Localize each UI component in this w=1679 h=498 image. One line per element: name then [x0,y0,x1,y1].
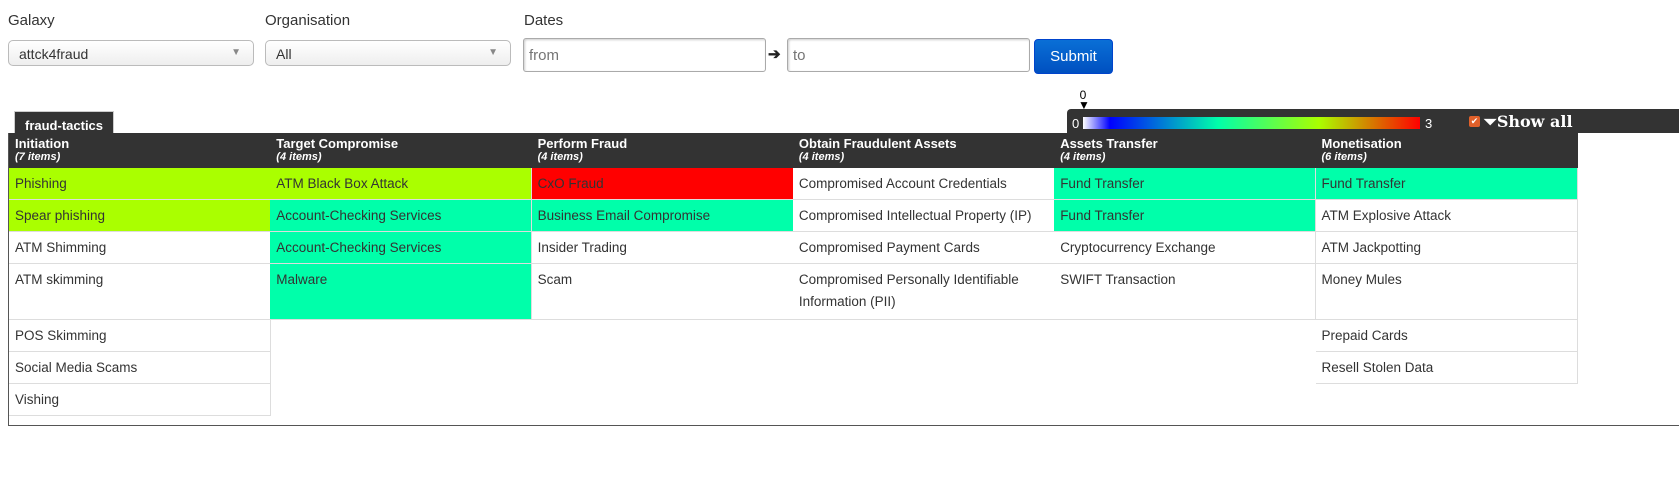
dates-label: Dates [524,12,564,29]
galaxy-select[interactable]: attck4fraud ▼ [8,40,254,66]
technique-cell[interactable]: Compromised Account Credentials [792,168,1055,200]
technique-cell[interactable]: Insider Trading [531,232,794,264]
technique-cell[interactable]: Phishing [9,168,271,200]
column-header: Initiation (7 items) [9,133,271,168]
galaxy-label: Galaxy [8,12,55,29]
technique-cell[interactable]: Money Mules [1315,264,1578,320]
legend-min: 0 [1072,116,1080,131]
technique-cell[interactable]: Scam [531,264,794,320]
show-all-checkbox[interactable]: ✔ [1469,116,1480,127]
organisation-value: All [276,46,292,62]
filter-icon: ⏷ [1484,112,1497,131]
tactic-column: Target Compromise (4 items) ATM Black Box … [270,133,533,320]
tactic-column: Monetisation (6 items) Fund Transfer ATM Ex… [1315,133,1578,384]
column-title: Perform Fraud [537,136,628,151]
date-to-input[interactable] [787,38,1030,72]
column-title: Assets Transfer [1060,136,1158,151]
show-all-toggle[interactable]: ⏷Show all [1484,112,1573,132]
technique-cell[interactable]: ATM skimming [9,264,271,320]
attack-matrix: Initiation (7 items) Phishing Spear phishin… [8,133,1679,426]
technique-cell[interactable]: POS Skimming [9,320,271,352]
technique-cell[interactable]: Fund Transfer [1054,200,1317,232]
submit-button[interactable]: Submit [1034,39,1113,74]
tactic-column: Assets Transfer (4 items) Fund Transfer Fun… [1054,133,1317,320]
legend-max: 3 [1425,116,1433,131]
technique-cell[interactable]: Account-Checking Services [270,232,533,264]
column-title: Monetisation [1321,136,1402,151]
column-header: Target Compromise (4 items) [270,133,533,168]
technique-cell[interactable]: Cryptocurrency Exchange [1054,232,1317,264]
column-header: Perform Fraud (4 items) [531,133,794,168]
column-title: Target Compromise [276,136,399,151]
technique-cell[interactable]: SWIFT Transaction [1054,264,1317,320]
column-header: Obtain Fraudulent Assets (4 items) [792,133,1055,168]
technique-cell[interactable]: Prepaid Cards [1315,320,1578,352]
column-count: (4 items) [537,151,583,163]
caret-down-icon: ▼ [488,47,498,58]
date-from-input[interactable] [523,38,766,72]
technique-cell[interactable]: Account-Checking Services [270,200,533,232]
caret-down-icon: ▼ [231,47,241,58]
technique-cell[interactable]: Compromised Personally Identifiable Info… [792,264,1055,320]
legend-marker: 0 ▼ [1078,88,1090,112]
technique-cell[interactable]: CxO Fraud [531,168,794,200]
organisation-select[interactable]: All ▼ [265,40,511,66]
technique-cell[interactable]: ATM Jackpotting [1315,232,1578,264]
tactic-column: Obtain Fraudulent Assets (4 items) Comprom… [792,133,1055,320]
technique-cell[interactable]: Fund Transfer [1315,168,1578,200]
tactic-column: Initiation (7 items) Phishing Spear phishin… [9,133,271,416]
column-title: Obtain Fraudulent Assets [798,136,957,151]
color-legend: 0 3 ✔ ⏷Show all [1067,109,1679,133]
arrow-right-icon: ➔ [768,46,781,63]
technique-cell[interactable]: ATM Explosive Attack [1315,200,1578,232]
legend-marker-value: 0 [1079,88,1087,102]
technique-cell[interactable]: Malware [270,264,533,320]
technique-cell[interactable]: Compromised Intellectual Property (IP) [792,200,1055,232]
column-count: (7 items) [15,151,61,163]
column-count: (4 items) [798,151,845,163]
technique-cell[interactable]: Fund Transfer [1054,168,1317,200]
technique-cell[interactable]: Resell Stolen Data [1315,352,1578,384]
column-title: Initiation [15,136,70,151]
column-count: (4 items) [276,151,322,163]
technique-cell[interactable]: Compromised Payment Cards [792,232,1055,264]
galaxy-value: attck4fraud [19,46,89,62]
organisation-label: Organisation [265,12,351,29]
column-header: Assets Transfer (4 items) [1054,133,1317,168]
legend-gradient [1083,117,1420,129]
tab-fraud-tactics[interactable]: fraud-tactics [14,111,115,134]
tactic-column: Perform Fraud (4 items) CxO Fraud Business … [531,133,794,320]
technique-cell[interactable]: Vishing [9,384,271,416]
show-all-label: Show all [1496,112,1573,131]
column-header: Monetisation (6 items) [1315,133,1578,168]
technique-cell[interactable]: ATM Black Box Attack [270,168,533,200]
technique-cell[interactable]: Spear phishing [9,200,271,232]
column-count: (6 items) [1321,151,1367,163]
column-count: (4 items) [1060,151,1106,163]
technique-cell[interactable]: Business Email Compromise [531,200,794,232]
technique-cell[interactable]: ATM Shimming [9,232,271,264]
technique-cell[interactable]: Social Media Scams [9,352,271,384]
